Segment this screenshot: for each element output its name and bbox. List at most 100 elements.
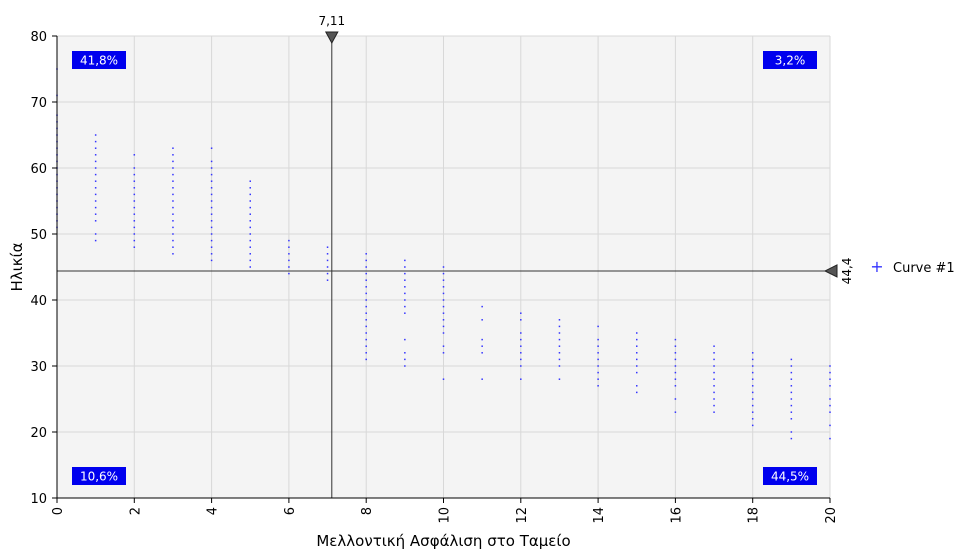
data-point bbox=[751, 424, 754, 427]
crosshair-x-marker bbox=[324, 31, 339, 45]
data-point bbox=[210, 173, 213, 176]
data-point bbox=[829, 365, 831, 367]
data-point bbox=[249, 233, 251, 235]
data-point bbox=[481, 345, 483, 347]
data-point bbox=[94, 167, 97, 169]
data-point bbox=[94, 180, 97, 182]
quadrant-bottom-left: 10,6% bbox=[80, 470, 118, 484]
data-point bbox=[94, 220, 97, 222]
data-point bbox=[249, 213, 251, 215]
data-point bbox=[404, 279, 406, 281]
data-point bbox=[249, 200, 251, 202]
data-point bbox=[365, 338, 367, 341]
data-point bbox=[365, 272, 367, 275]
data-point bbox=[94, 187, 97, 189]
data-point bbox=[790, 437, 793, 440]
data-point bbox=[249, 226, 251, 229]
data-point bbox=[442, 378, 445, 380]
data-point bbox=[172, 206, 174, 209]
data-point bbox=[636, 338, 638, 341]
data-point bbox=[713, 398, 715, 400]
x-tick-label: 0 bbox=[51, 507, 66, 515]
data-point bbox=[790, 378, 793, 380]
data-point bbox=[365, 319, 367, 321]
data-point bbox=[172, 213, 174, 215]
data-point bbox=[713, 358, 715, 361]
data-point bbox=[210, 200, 213, 202]
data-point bbox=[133, 220, 136, 222]
data-point bbox=[558, 319, 561, 321]
data-point bbox=[790, 398, 793, 400]
data-point bbox=[751, 418, 754, 420]
quadrant-top-right: 3,2% bbox=[775, 54, 806, 68]
data-point bbox=[404, 338, 406, 341]
legend-marker-plus-icon: + bbox=[870, 257, 883, 276]
y-tick-label: 60 bbox=[30, 162, 47, 177]
data-point bbox=[210, 213, 213, 215]
data-point bbox=[133, 167, 136, 169]
data-point bbox=[365, 292, 367, 295]
data-point bbox=[442, 325, 445, 328]
data-point bbox=[674, 352, 677, 354]
axes: 10 20 30 40 50 60 70 80 0 2 4 6 8 10 12 14 16 18 20 bbox=[30, 30, 839, 524]
data-point bbox=[288, 272, 290, 275]
data-point bbox=[442, 332, 445, 334]
data-point bbox=[210, 193, 213, 196]
data-point bbox=[597, 365, 599, 367]
data-point bbox=[442, 279, 445, 281]
data-point bbox=[133, 180, 136, 182]
data-point bbox=[210, 259, 213, 262]
data-point bbox=[558, 365, 561, 367]
data-point bbox=[249, 193, 251, 196]
data-point bbox=[210, 187, 213, 189]
data-point bbox=[597, 358, 599, 361]
y-tick-label: 50 bbox=[30, 228, 47, 243]
crosshair-y-label: 44,4 bbox=[840, 258, 854, 285]
data-point bbox=[404, 292, 406, 295]
data-point bbox=[829, 411, 831, 413]
x-tick-label: 18 bbox=[747, 507, 762, 524]
data-point bbox=[520, 378, 522, 380]
data-point bbox=[829, 398, 831, 400]
data-point bbox=[172, 226, 174, 229]
data-point bbox=[288, 259, 290, 262]
data-point bbox=[442, 319, 445, 321]
data-point bbox=[597, 338, 599, 341]
quadrant-labels: 41,8% 3,2% 10,6% 44,5% bbox=[72, 51, 817, 485]
data-point bbox=[713, 345, 715, 347]
data-point bbox=[674, 338, 677, 341]
data-point bbox=[172, 239, 174, 242]
data-point bbox=[94, 154, 97, 156]
data-point bbox=[558, 352, 561, 354]
data-point bbox=[133, 193, 136, 196]
data-point bbox=[520, 345, 522, 347]
data-point bbox=[790, 358, 793, 361]
data-point bbox=[326, 253, 329, 255]
data-point bbox=[481, 319, 483, 321]
data-point bbox=[636, 345, 638, 347]
data-point bbox=[133, 246, 136, 248]
data-point bbox=[751, 398, 754, 400]
data-point bbox=[674, 371, 677, 374]
data-point bbox=[210, 246, 213, 248]
data-point bbox=[481, 378, 483, 380]
data-point bbox=[829, 437, 831, 440]
data-point bbox=[674, 378, 677, 380]
quadrant-bottom-left-box bbox=[72, 467, 126, 485]
data-point bbox=[404, 305, 406, 308]
data-point bbox=[94, 206, 97, 209]
data-point bbox=[558, 378, 561, 380]
data-point bbox=[404, 358, 406, 361]
data-point bbox=[210, 206, 213, 209]
legend[interactable]: + Curve #1 bbox=[870, 257, 954, 276]
x-tick-label: 20 bbox=[824, 507, 839, 524]
data-point bbox=[597, 325, 599, 328]
data-point bbox=[94, 134, 97, 136]
x-tick-label: 16 bbox=[669, 507, 684, 524]
quadrant-bottom-right-box bbox=[763, 467, 817, 485]
x-tick-label: 10 bbox=[438, 507, 453, 524]
data-point bbox=[636, 391, 638, 394]
data-point bbox=[829, 404, 831, 407]
data-point bbox=[326, 266, 329, 268]
